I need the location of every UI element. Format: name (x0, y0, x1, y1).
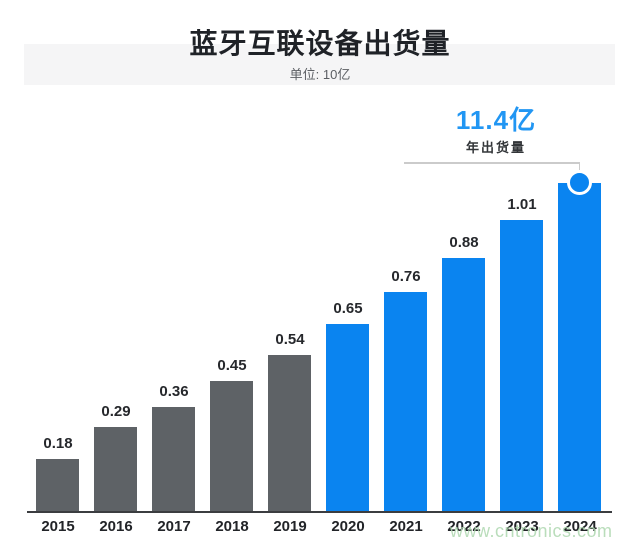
bar-2017 (152, 407, 195, 511)
bar-2021 (384, 292, 427, 511)
bar-group-2023: 1.01 2023 (493, 0, 551, 549)
callout-connector-elbow (578, 162, 580, 172)
highlight-value-label: 11.4亿 (455, 105, 537, 135)
watermark: www.cntronics.com (450, 521, 613, 541)
header-band (24, 44, 615, 85)
bar-value-label: 0.45 (217, 357, 247, 374)
x-tick-2018: 2018 (215, 518, 249, 535)
bar-2016 (94, 427, 137, 511)
x-tick-2019: 2019 (273, 518, 307, 535)
x-tick-2021: 2021 (389, 518, 423, 535)
bar-group-2019: 0.54 2019 (261, 0, 319, 549)
highlight-sublabel: 年出货量 (465, 140, 526, 155)
bar-value-label: 0.29 (101, 403, 131, 420)
bar-group-2021: 0.76 2021 (377, 0, 435, 549)
bar-value-label: 0.36 (159, 383, 189, 400)
bar-value-label: 0.54 (275, 331, 305, 348)
x-tick-2022: 2022 (447, 518, 481, 535)
bar-group-2022: 0.88 2022 (435, 0, 493, 549)
bar-2024 (558, 183, 601, 511)
x-tick-2020: 2020 (331, 518, 365, 535)
bar-value-label: 1.01 (507, 196, 537, 213)
bar-2018 (210, 381, 253, 511)
bar-2015 (36, 459, 79, 511)
x-tick-2024: 2024 (563, 518, 597, 535)
chart-subtitle: 单位: 10亿 (289, 67, 351, 82)
bar-group-2017: 0.36 2017 (145, 0, 203, 549)
bar-group-2015: 0.18 2015 (29, 0, 87, 549)
x-tick-2017: 2017 (157, 518, 191, 535)
callout-connector-line (404, 162, 580, 164)
bar-group-2024: 2024 (551, 0, 609, 549)
bar-2020 (326, 324, 369, 511)
bar-value-label: 0.65 (333, 300, 363, 317)
highlight-marker-dot (567, 170, 592, 195)
bar-2022 (442, 258, 485, 511)
bar-value-label: 0.18 (43, 435, 73, 452)
x-tick-2023: 2023 (505, 518, 539, 535)
x-axis-line (27, 511, 612, 513)
bar-value-label: 0.88 (449, 234, 479, 251)
bar-group-2016: 0.29 2016 (87, 0, 145, 549)
x-tick-2015: 2015 (41, 518, 75, 535)
bar-2023 (500, 220, 543, 511)
chart-title: 蓝牙互联设备出货量 (189, 28, 451, 59)
bar-value-label: 0.76 (391, 268, 421, 285)
bar-2019 (268, 355, 311, 511)
bar-group-2018: 0.45 2018 (203, 0, 261, 549)
bar-group-2020: 0.65 2020 (319, 0, 377, 549)
x-tick-2016: 2016 (99, 518, 133, 535)
